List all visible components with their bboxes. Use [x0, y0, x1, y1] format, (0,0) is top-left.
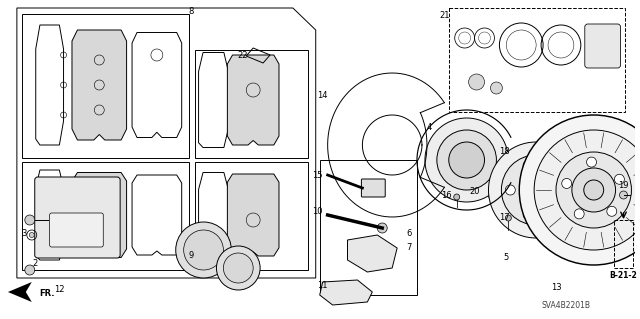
Circle shape — [574, 209, 584, 219]
Text: 19: 19 — [618, 181, 628, 189]
Circle shape — [519, 115, 640, 265]
Circle shape — [614, 174, 625, 184]
Circle shape — [506, 185, 515, 195]
Circle shape — [488, 142, 584, 238]
Circle shape — [584, 180, 604, 200]
Polygon shape — [8, 282, 32, 302]
Text: 21: 21 — [440, 11, 450, 19]
Circle shape — [378, 223, 387, 233]
Circle shape — [607, 206, 617, 216]
Circle shape — [488, 193, 495, 199]
Circle shape — [29, 233, 35, 238]
Text: 11: 11 — [317, 280, 328, 290]
FancyBboxPatch shape — [35, 177, 120, 258]
Circle shape — [501, 155, 571, 225]
Circle shape — [562, 178, 572, 189]
Circle shape — [620, 191, 627, 199]
Circle shape — [587, 157, 596, 167]
Circle shape — [25, 215, 35, 225]
Text: 17: 17 — [499, 213, 509, 222]
Circle shape — [523, 160, 533, 170]
Text: 22: 22 — [237, 51, 248, 61]
Circle shape — [534, 130, 640, 250]
FancyBboxPatch shape — [50, 213, 103, 247]
Text: 9: 9 — [188, 251, 193, 261]
Text: 16: 16 — [442, 190, 452, 199]
Circle shape — [468, 74, 484, 90]
Text: 13: 13 — [550, 284, 561, 293]
Text: 4: 4 — [426, 123, 431, 132]
Circle shape — [552, 170, 562, 180]
Circle shape — [523, 210, 533, 220]
Circle shape — [490, 82, 502, 94]
Text: 18: 18 — [499, 147, 509, 157]
Circle shape — [184, 230, 223, 270]
Circle shape — [176, 222, 231, 278]
Text: FR.: FR. — [40, 288, 55, 298]
Circle shape — [437, 130, 497, 190]
Circle shape — [216, 246, 260, 290]
Circle shape — [552, 200, 562, 210]
Text: 7: 7 — [406, 243, 412, 253]
Circle shape — [506, 215, 511, 221]
Polygon shape — [227, 55, 279, 145]
Text: B-21-2: B-21-2 — [610, 271, 637, 279]
Circle shape — [449, 142, 484, 178]
Polygon shape — [72, 30, 127, 140]
Polygon shape — [348, 235, 397, 272]
Text: 6: 6 — [406, 229, 412, 239]
FancyBboxPatch shape — [585, 24, 621, 68]
Circle shape — [556, 152, 632, 228]
Text: 14: 14 — [317, 91, 328, 100]
Circle shape — [425, 118, 508, 202]
Circle shape — [572, 168, 616, 212]
Circle shape — [25, 265, 35, 275]
Text: 12: 12 — [54, 285, 65, 293]
Polygon shape — [320, 280, 372, 305]
FancyBboxPatch shape — [362, 179, 385, 197]
Text: 5: 5 — [504, 254, 509, 263]
Text: SVA4B2201B: SVA4B2201B — [541, 300, 591, 309]
Text: 20: 20 — [469, 188, 480, 197]
Polygon shape — [72, 173, 127, 257]
Polygon shape — [227, 174, 279, 256]
Text: 10: 10 — [312, 207, 323, 217]
Circle shape — [223, 253, 253, 283]
Text: 2: 2 — [32, 258, 37, 268]
Text: 8: 8 — [188, 8, 193, 17]
Text: 3: 3 — [21, 228, 26, 238]
Text: 15: 15 — [312, 170, 323, 180]
Circle shape — [520, 174, 552, 206]
Circle shape — [454, 194, 460, 200]
